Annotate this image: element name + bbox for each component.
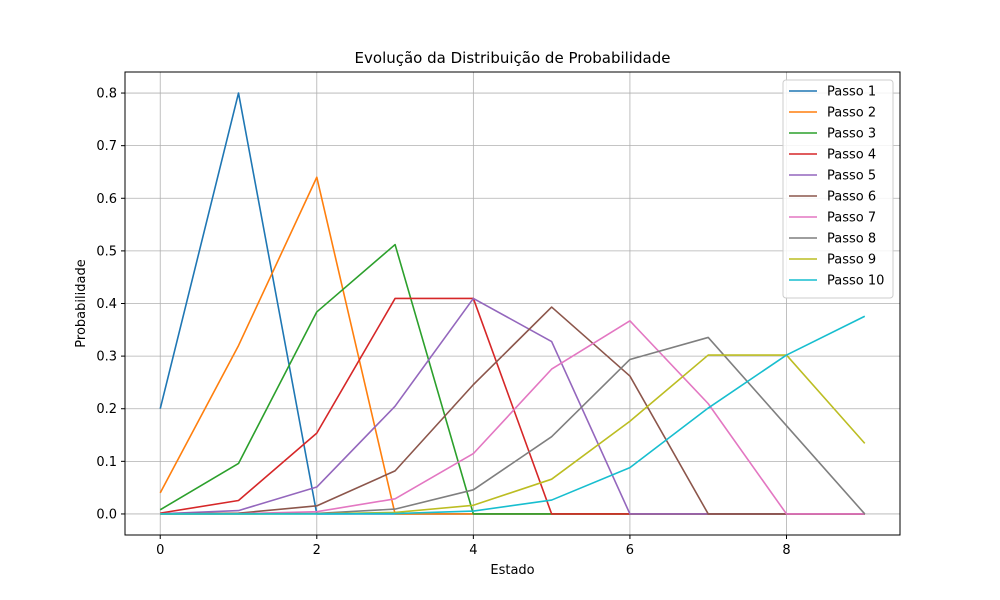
legend-label: Passo 7 [827, 211, 876, 226]
x-tick-label: 8 [782, 543, 790, 558]
legend: Passo 1 Passo 2 Passo 3 Passo 4 Passo 5 Passo… [782, 79, 894, 299]
y-tick-label: 0.3 [96, 350, 117, 365]
y-tick-label: 0.2 [96, 402, 117, 417]
x-tick-label: 4 [469, 543, 477, 558]
legend-label: Passo 1 [827, 85, 876, 100]
legend-label: Passo 2 [827, 106, 876, 121]
legend-label: Passo 10 [827, 274, 884, 289]
legend-label: Passo 3 [827, 127, 876, 142]
legend-box [782, 79, 894, 299]
legend-label: Passo 8 [827, 232, 876, 247]
x-axis-label: Estado [490, 563, 534, 578]
x-tick-label: 2 [313, 543, 321, 558]
legend-label: Passo 4 [827, 148, 876, 163]
series-line-passo-10 [160, 315, 866, 515]
y-tick-label: 0.1 [96, 455, 117, 470]
legend-label: Passo 5 [827, 169, 876, 184]
y-tick-label: 0.4 [96, 297, 117, 312]
series-line-passo-6 [160, 306, 865, 515]
x-tick-label: 6 [626, 543, 634, 558]
tick-layer: 0 2 4 6 8 0.0 0.1 0.2 0.3 0.4 0.5 0.6 0.7 0.8 [96, 87, 790, 558]
series-layer [159, 92, 866, 515]
y-tick-label: 0.0 [96, 507, 117, 522]
y-tick-label: 0.6 [96, 192, 117, 207]
legend-label: Passo 9 [827, 253, 876, 268]
legend-label: Passo 6 [827, 190, 876, 205]
y-tick-label: 0.5 [96, 244, 117, 259]
y-tick-label: 0.7 [96, 139, 117, 154]
x-tick-label: 0 [156, 543, 164, 558]
y-axis-label: Probabilidade [74, 259, 89, 347]
series-line-passo-7 [160, 320, 865, 515]
y-tick-label: 0.8 [96, 87, 117, 102]
grid-layer [125, 72, 900, 535]
chart-title: Evolução da Distribuição de Probabilidad… [355, 49, 671, 67]
